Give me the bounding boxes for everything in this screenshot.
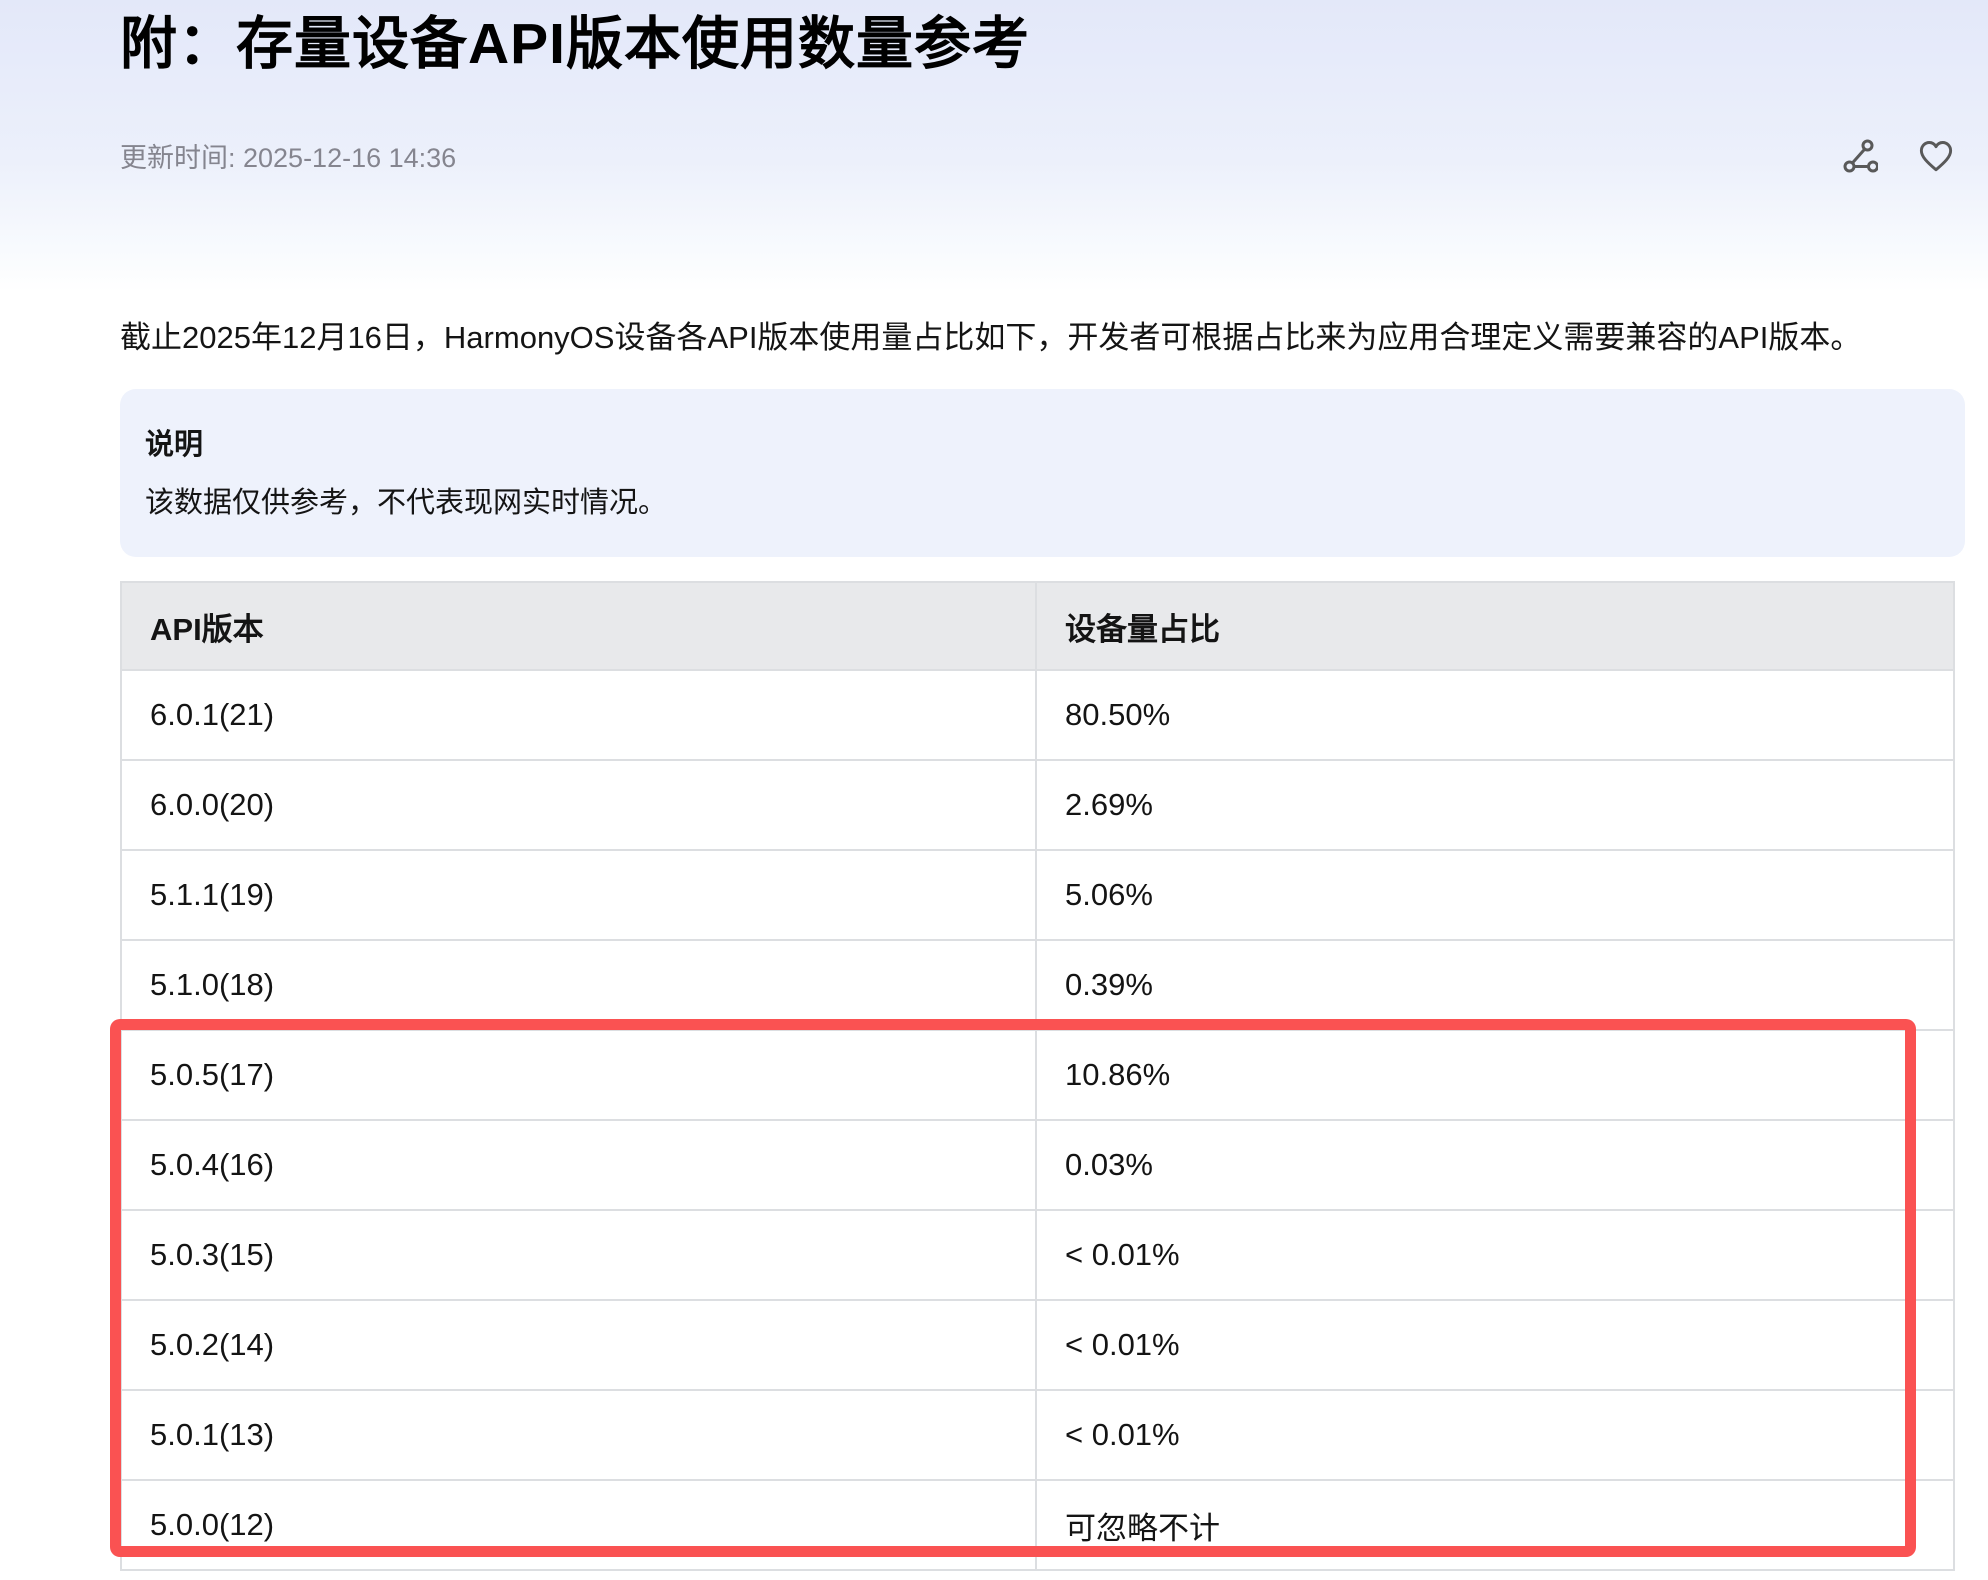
col-header-device-share: 设备量占比 (1035, 581, 1955, 671)
table-row: 5.0.2(14) < 0.01% (120, 1299, 1955, 1391)
share-icon[interactable] (1842, 138, 1878, 174)
table-row: 5.1.0(18) 0.39% (120, 939, 1955, 1031)
api-version-cell: 5.0.2(14) (120, 1299, 1037, 1391)
table-row: 6.0.1(21) 80.50% (120, 669, 1955, 761)
table-row: 5.0.1(13) < 0.01% (120, 1389, 1955, 1481)
device-share-cell: < 0.01% (1035, 1389, 1955, 1481)
meta-row: 更新时间: 2025-12-16 14:36 (120, 136, 1960, 175)
table-row: 5.0.3(15) < 0.01% (120, 1209, 1955, 1301)
page-action-icons (1842, 138, 1954, 174)
intro-paragraph: 截止2025年12月16日，HarmonyOS设备各API版本使用量占比如下，开… (120, 320, 1862, 355)
api-version-cell: 5.0.4(16) (120, 1119, 1037, 1211)
table-row: 5.1.1(19) 5.06% (120, 849, 1955, 941)
device-share-cell: 80.50% (1035, 669, 1955, 761)
table-header-row: API版本 设备量占比 (120, 581, 1955, 671)
device-share-cell: 10.86% (1035, 1029, 1955, 1121)
update-time-label: 更新时间: 2025-12-16 14:36 (120, 143, 457, 173)
api-version-cell: 5.1.1(19) (120, 849, 1037, 941)
api-version-cell: 5.1.0(18) (120, 939, 1037, 1031)
note-title: 说明 (145, 429, 204, 461)
device-share-cell: 2.69% (1035, 759, 1955, 851)
device-share-cell: 可忽略不计 (1035, 1479, 1955, 1571)
api-version-cell: 6.0.1(21) (120, 669, 1037, 761)
api-version-cell: 5.0.1(13) (120, 1389, 1037, 1481)
page-header-gradient (0, 0, 1988, 292)
device-share-cell: 5.06% (1035, 849, 1955, 941)
table-row: 5.0.0(12) 可忽略不计 (120, 1479, 1955, 1571)
table-body: 6.0.1(21) 80.50% 6.0.0(20) 2.69% 5.1.1(19) 5.… (120, 669, 1955, 1571)
favorite-heart-icon[interactable] (1918, 138, 1954, 174)
page-title: 附：存量设备API版本使用数量参考 (120, 12, 1031, 76)
api-version-cell: 5.0.3(15) (120, 1209, 1037, 1301)
table-row: 6.0.0(20) 2.69% (120, 759, 1955, 851)
device-share-cell: < 0.01% (1035, 1209, 1955, 1301)
device-share-cell: 0.03% (1035, 1119, 1955, 1211)
device-share-cell: 0.39% (1035, 939, 1955, 1031)
note-body: 该数据仅供参考，不代表现网实时情况。 (145, 487, 668, 519)
api-version-cell: 6.0.0(20) (120, 759, 1037, 851)
device-share-cell: < 0.01% (1035, 1299, 1955, 1391)
table-row: 5.0.4(16) 0.03% (120, 1119, 1955, 1211)
api-version-cell: 5.0.0(12) (120, 1479, 1037, 1571)
table-row: 5.0.5(17) 10.86% (120, 1029, 1955, 1121)
api-version-cell: 5.0.5(17) (120, 1029, 1037, 1121)
note-box: 说明 该数据仅供参考，不代表现网实时情况。 (120, 389, 1965, 557)
api-usage-table: API版本 设备量占比 6.0.1(21) 80.50% 6.0.0(20) 2.69… (120, 581, 1955, 1571)
col-header-api-version: API版本 (120, 581, 1037, 671)
